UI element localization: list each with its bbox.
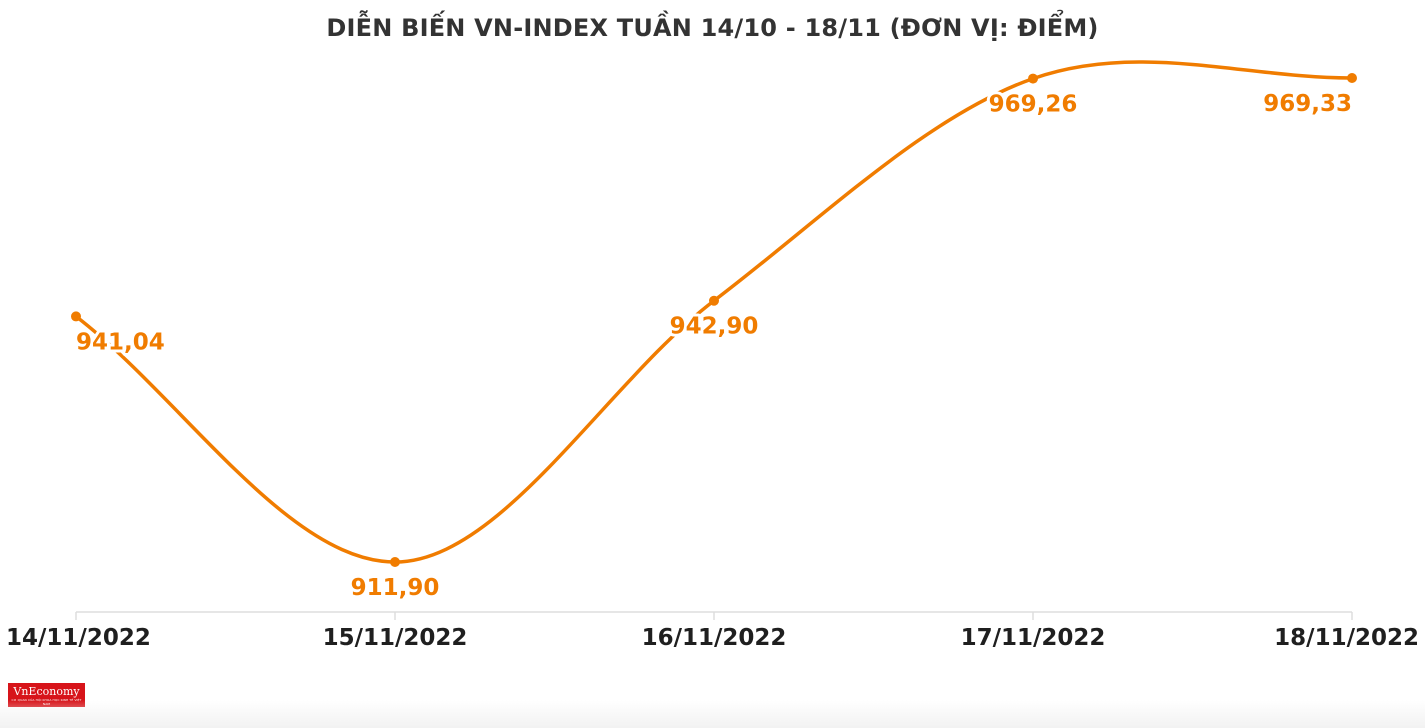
chart-title: DIỄN BIẾN VN-INDEX TUẦN 14/10 - 18/11 (Đ… bbox=[326, 14, 1099, 42]
data-label-4: 969,26 bbox=[989, 92, 1078, 118]
data-point-5 bbox=[1347, 73, 1357, 83]
data-label-1: 941,04 bbox=[76, 329, 165, 355]
x-tick-labels: 14/11/2022 15/11/2022 16/11/2022 17/11/2022… bbox=[6, 625, 1419, 651]
bottom-fade bbox=[0, 700, 1425, 728]
logo-wordmark: VnEconomy bbox=[13, 685, 80, 698]
series-line bbox=[74, 60, 1354, 564]
x-tick-label-5: 18/11/2022 bbox=[1274, 625, 1419, 651]
series-line-group bbox=[74, 60, 1354, 564]
x-axis bbox=[75, 611, 1353, 620]
data-label-2: 911,90 bbox=[351, 575, 440, 601]
x-tick-label-2: 15/11/2022 bbox=[323, 625, 468, 651]
data-point-4 bbox=[1028, 73, 1038, 84]
data-label-3: 942,90 bbox=[670, 314, 759, 340]
data-point-2 bbox=[390, 557, 400, 567]
x-tick-label-3: 16/11/2022 bbox=[642, 625, 787, 651]
data-labels: 941,04 911,90 942,90 969,26 969,33 bbox=[73, 88, 1355, 604]
x-tick-label-1: 14/11/2022 bbox=[6, 625, 151, 651]
data-points bbox=[71, 73, 1357, 567]
data-point-3 bbox=[709, 295, 719, 306]
x-tick-label-4: 17/11/2022 bbox=[961, 625, 1106, 651]
data-point-1 bbox=[71, 311, 81, 322]
data-label-5: 969,33 bbox=[1263, 91, 1352, 117]
